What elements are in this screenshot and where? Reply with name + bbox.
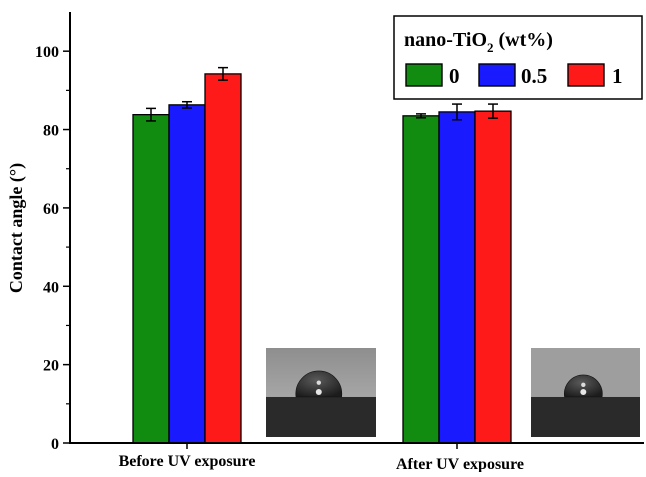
legend-swatch-1 <box>478 63 516 87</box>
legend-label-0: 0 <box>449 64 460 88</box>
bar-1-1 <box>438 111 476 444</box>
y-tick-label-100: 100 <box>35 44 59 61</box>
droplet-inset-before-droplet-reflection <box>315 388 322 395</box>
legend-title-main: nano-TiO <box>404 29 487 51</box>
droplet-inset-before-droplet-highlight <box>316 380 321 385</box>
droplet-inset-before <box>266 348 376 437</box>
bar-0-2 <box>204 73 242 444</box>
droplet-inset-after-substrate <box>531 396 640 437</box>
y-tick-label-40: 40 <box>43 279 59 296</box>
legend-title-subscript: 2 <box>487 40 494 55</box>
y-tick-label-60: 60 <box>43 201 59 218</box>
legend-title: nano-TiO2 (wt%) <box>404 29 553 55</box>
droplet-inset-after-droplet-highlight <box>581 382 586 388</box>
legend: nano-TiO2 (wt%) 0 0.5 1 <box>393 15 643 100</box>
bar-0-1 <box>168 104 206 444</box>
legend-label-1: 0.5 <box>521 64 547 88</box>
legend-swatch-0 <box>405 63 443 87</box>
legend-label-2: 1 <box>612 64 623 88</box>
y-tick-label-0: 0 <box>51 436 59 453</box>
bars-layer <box>132 66 512 444</box>
x-tick-label-1: After UV exposure <box>396 456 524 472</box>
droplet-inset-after-droplet-reflection <box>580 388 587 395</box>
y-tick-label-20: 20 <box>43 358 59 375</box>
y-axis-label: Contact angle (°) <box>6 163 27 293</box>
bar-0-0 <box>132 114 170 444</box>
bar-1-2 <box>474 110 512 444</box>
x-tick-label-0: Before UV exposure <box>119 453 256 470</box>
insets-layer <box>266 348 640 437</box>
bar-1-0 <box>402 115 440 444</box>
droplet-inset-after <box>531 348 640 437</box>
legend-swatch-2 <box>567 63 605 87</box>
legend-title-tail: (wt%) <box>494 29 553 51</box>
droplet-inset-before-substrate <box>266 396 376 437</box>
y-tick-label-80: 80 <box>43 123 59 140</box>
legend-items: 0 0.5 1 <box>405 63 623 88</box>
